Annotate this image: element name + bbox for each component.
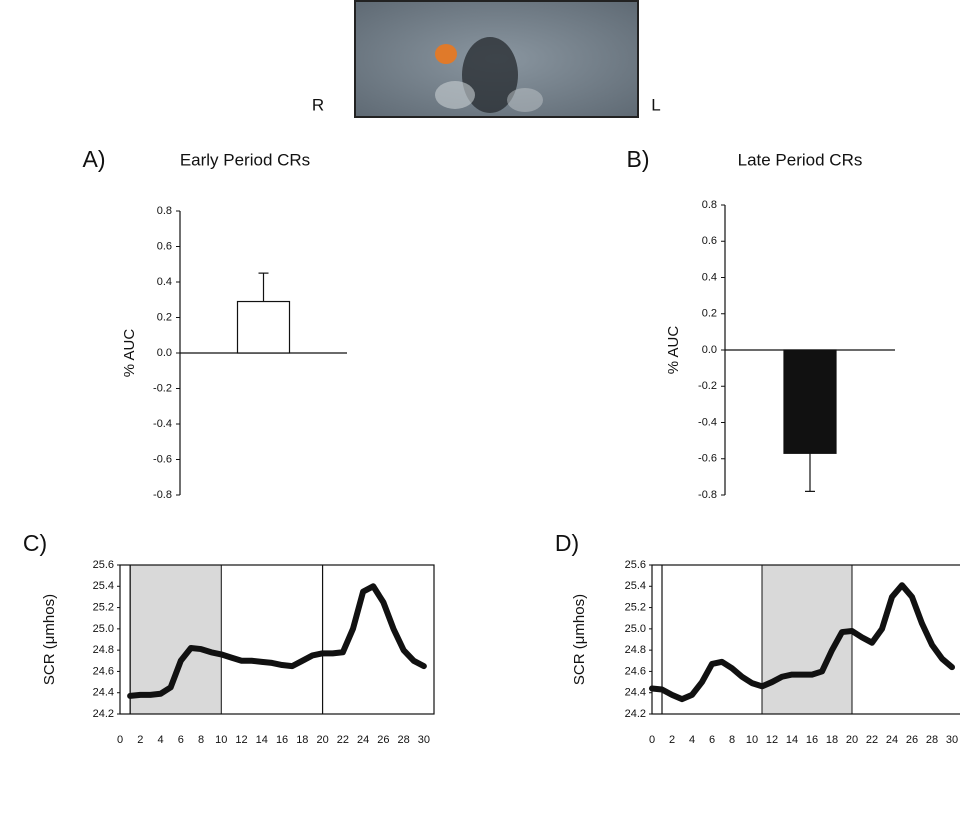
y-tick-label: 0.8 xyxy=(157,205,172,217)
x-tick-label: 26 xyxy=(377,734,389,746)
x-tick-label: 24 xyxy=(886,734,898,746)
x-tick-label: 30 xyxy=(946,734,958,746)
x-tick-label: 28 xyxy=(397,734,409,746)
shaded-region xyxy=(130,565,221,714)
image-label: L xyxy=(651,95,660,114)
x-tick-label: 0 xyxy=(649,734,655,746)
y-tick-label: 25.2 xyxy=(625,601,646,613)
y-axis-label: % AUC xyxy=(121,329,138,378)
y-tick-label: 24.2 xyxy=(93,708,114,720)
x-tick-label: 30 xyxy=(418,734,430,746)
x-tick-label: 10 xyxy=(215,734,227,746)
y-tick-label: 25.0 xyxy=(625,623,646,635)
panel-label: C) xyxy=(23,530,47,556)
x-tick-label: 18 xyxy=(826,734,838,746)
x-tick-label: 22 xyxy=(866,734,878,746)
y-tick-label: -0.6 xyxy=(698,453,717,465)
x-tick-label: 8 xyxy=(198,734,204,746)
y-axis-label: % AUC xyxy=(665,326,682,375)
x-tick-label: 4 xyxy=(689,734,695,746)
y-tick-label: -0.4 xyxy=(153,418,172,430)
x-tick-label: 2 xyxy=(669,734,675,746)
y-tick-label: -0.8 xyxy=(698,489,717,501)
y-tick-label: -0.6 xyxy=(153,453,172,465)
y-tick-label: 25.4 xyxy=(625,580,646,592)
x-tick-label: 2 xyxy=(137,734,143,746)
panel-label: A) xyxy=(83,146,106,172)
page: R L A) Early Period CRs % AUC -0.8 -0.6 -0.4 -… xyxy=(0,0,960,826)
x-tick-label: 6 xyxy=(709,734,715,746)
y-tick-label: 24.8 xyxy=(625,644,646,656)
y-tick-label: 0.6 xyxy=(157,240,172,252)
x-tick-label: 4 xyxy=(157,734,163,746)
y-tick-label: 25.2 xyxy=(93,601,114,613)
y-axis-label: SCR (μmhos) xyxy=(41,594,58,685)
x-tick-label: 6 xyxy=(178,734,184,746)
chart-title: Early Period CRs xyxy=(180,150,310,169)
x-tick-label: 24 xyxy=(357,734,369,746)
y-axis-label: SCR (μmhos) xyxy=(571,594,588,685)
y-tick-label: 0.2 xyxy=(157,311,172,323)
x-tick-label: 28 xyxy=(926,734,938,746)
panel-label: B) xyxy=(627,146,650,172)
y-tick-label: 0.8 xyxy=(702,199,717,211)
y-tick-label: 24.6 xyxy=(93,665,114,677)
x-tick-label: 18 xyxy=(296,734,308,746)
x-tick-label: 12 xyxy=(766,734,778,746)
y-tick-label: 0.4 xyxy=(157,276,172,288)
y-tick-label: 24.4 xyxy=(93,687,114,699)
bar xyxy=(238,302,290,353)
x-tick-label: 16 xyxy=(806,734,818,746)
y-tick-label: 24.2 xyxy=(625,708,646,720)
x-tick-label: 20 xyxy=(316,734,328,746)
panel-label: D) xyxy=(555,530,579,556)
y-tick-label: 0.6 xyxy=(702,235,717,247)
y-tick-label: 0.0 xyxy=(157,347,172,359)
x-tick-label: 16 xyxy=(276,734,288,746)
chart-title: Late Period CRs xyxy=(738,150,863,169)
image-label: R xyxy=(312,95,324,114)
y-tick-label: 25.6 xyxy=(93,559,114,571)
y-tick-label: 24.6 xyxy=(625,665,646,677)
x-tick-label: 26 xyxy=(906,734,918,746)
y-tick-label: 24.4 xyxy=(625,687,646,699)
bar xyxy=(784,350,836,453)
y-tick-label: 0.2 xyxy=(702,308,717,320)
y-tick-label: 24.8 xyxy=(93,644,114,656)
x-tick-label: 0 xyxy=(117,734,123,746)
y-tick-label: -0.2 xyxy=(153,382,172,394)
y-tick-label: 0.0 xyxy=(702,344,717,356)
y-tick-label: -0.4 xyxy=(698,416,717,428)
figure: R L A) Early Period CRs % AUC -0.8 -0.6 -0.4 -… xyxy=(0,0,960,826)
x-tick-label: 20 xyxy=(846,734,858,746)
x-tick-label: 22 xyxy=(337,734,349,746)
x-tick-label: 10 xyxy=(746,734,758,746)
y-tick-label: -0.8 xyxy=(153,489,172,501)
x-tick-label: 14 xyxy=(256,734,268,746)
y-tick-label: -0.2 xyxy=(698,380,717,392)
x-tick-label: 12 xyxy=(235,734,247,746)
x-tick-label: 14 xyxy=(786,734,798,746)
y-tick-label: 25.4 xyxy=(93,580,114,592)
y-tick-label: 25.0 xyxy=(93,623,114,635)
y-tick-label: 0.4 xyxy=(702,271,717,283)
brain-image xyxy=(355,1,638,117)
y-tick-label: 25.6 xyxy=(625,559,646,571)
x-tick-label: 8 xyxy=(729,734,735,746)
